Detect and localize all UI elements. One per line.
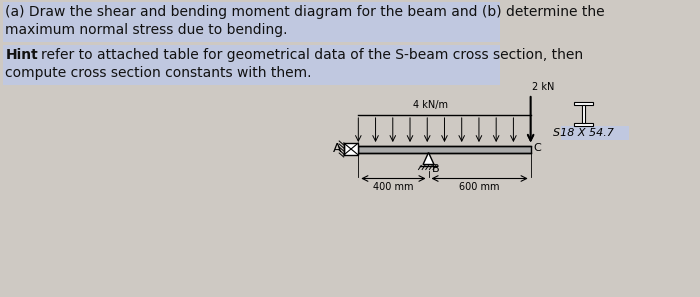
Bar bbox=[3, 2, 500, 42]
Text: : refer to attached table for geometrical data of the S-beam cross section, then: : refer to attached table for geometrica… bbox=[32, 48, 583, 62]
Bar bbox=[358, 146, 531, 152]
Text: (a) Draw the shear and bending moment diagram for the beam and (b) determine the: (a) Draw the shear and bending moment di… bbox=[6, 5, 605, 19]
Bar bbox=[582, 105, 585, 123]
Text: C: C bbox=[533, 143, 541, 153]
Bar bbox=[561, 126, 629, 140]
Bar bbox=[344, 143, 358, 155]
Polygon shape bbox=[423, 152, 434, 165]
Bar bbox=[575, 102, 593, 105]
Bar bbox=[575, 123, 593, 126]
Text: A: A bbox=[332, 141, 341, 154]
Text: Hint: Hint bbox=[6, 48, 38, 62]
Bar bbox=[3, 45, 500, 85]
Text: B: B bbox=[432, 164, 440, 173]
Text: maximum normal stress due to bending.: maximum normal stress due to bending. bbox=[6, 23, 288, 37]
Text: 4 kN/m: 4 kN/m bbox=[413, 100, 448, 110]
Text: 2 kN: 2 kN bbox=[533, 82, 555, 92]
Text: compute cross section constants with them.: compute cross section constants with the… bbox=[6, 66, 312, 80]
Text: S18 X 54.7: S18 X 54.7 bbox=[553, 128, 614, 138]
Text: 400 mm: 400 mm bbox=[373, 181, 414, 192]
Text: 600 mm: 600 mm bbox=[459, 181, 500, 192]
